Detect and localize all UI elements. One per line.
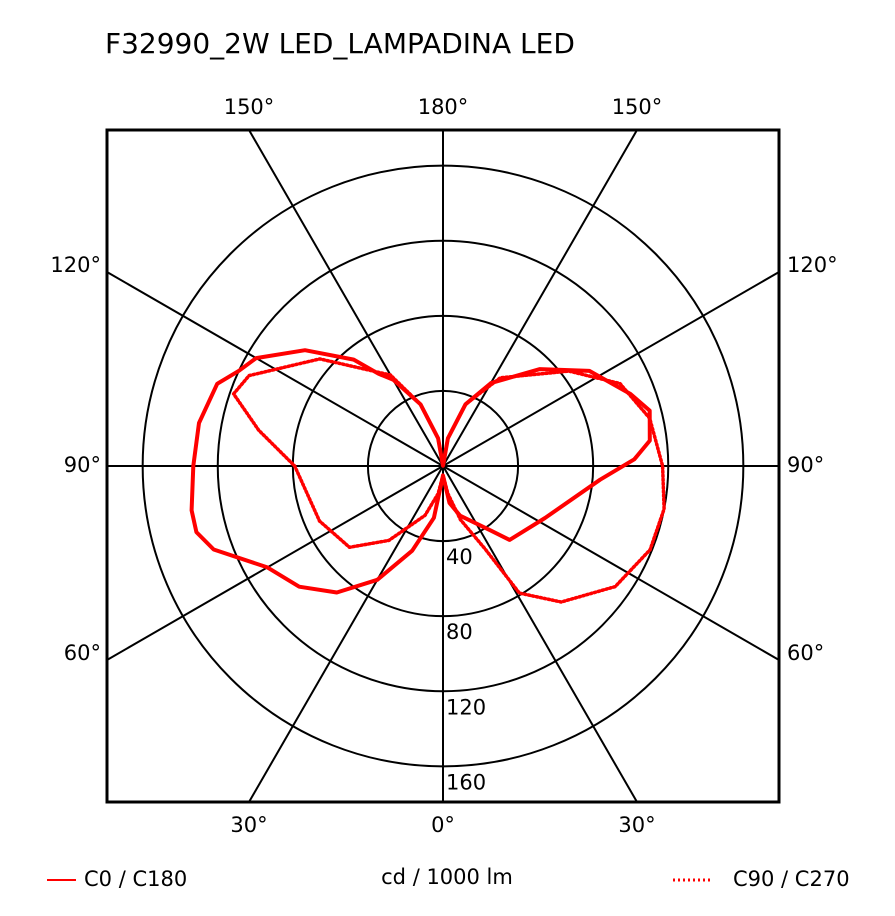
axis-label: cd / 1000 lm	[381, 865, 513, 889]
series-line	[231, 357, 666, 604]
grid-spoke	[442, 465, 780, 661]
angle-tick-label: 30°	[618, 813, 655, 837]
angle-tick-label: 0°	[431, 813, 455, 837]
angle-tick-label: 90°	[787, 453, 824, 477]
grid-spoke	[442, 271, 780, 467]
r-tick-label: 40	[446, 545, 473, 569]
r-tick-label: 160	[446, 770, 486, 794]
legend-label: C0 / C180	[84, 867, 187, 891]
angle-tick-label: 60°	[787, 641, 824, 665]
angle-tick-label: 180°	[418, 95, 469, 119]
r-tick-label: 120	[446, 695, 486, 719]
angle-tick-label: 150°	[224, 95, 275, 119]
angle-tick-label: 90°	[64, 453, 101, 477]
grid-spoke	[248, 465, 444, 803]
grid-spoke	[248, 129, 444, 467]
angle-tick-label: 60°	[64, 641, 101, 665]
series-line	[189, 348, 652, 595]
angle-tick-label: 120°	[50, 253, 101, 277]
chart-title: F32990_2W LED_LAMPADINA LED	[105, 27, 575, 60]
angle-tick-label: 120°	[787, 253, 838, 277]
r-tick-label: 80	[446, 620, 473, 644]
grid-spoke	[106, 465, 444, 661]
legend-label: C90 / C270	[733, 867, 850, 891]
angle-tick-label: 30°	[230, 813, 267, 837]
angle-tick-label: 150°	[612, 95, 663, 119]
grid-spoke	[442, 129, 638, 467]
